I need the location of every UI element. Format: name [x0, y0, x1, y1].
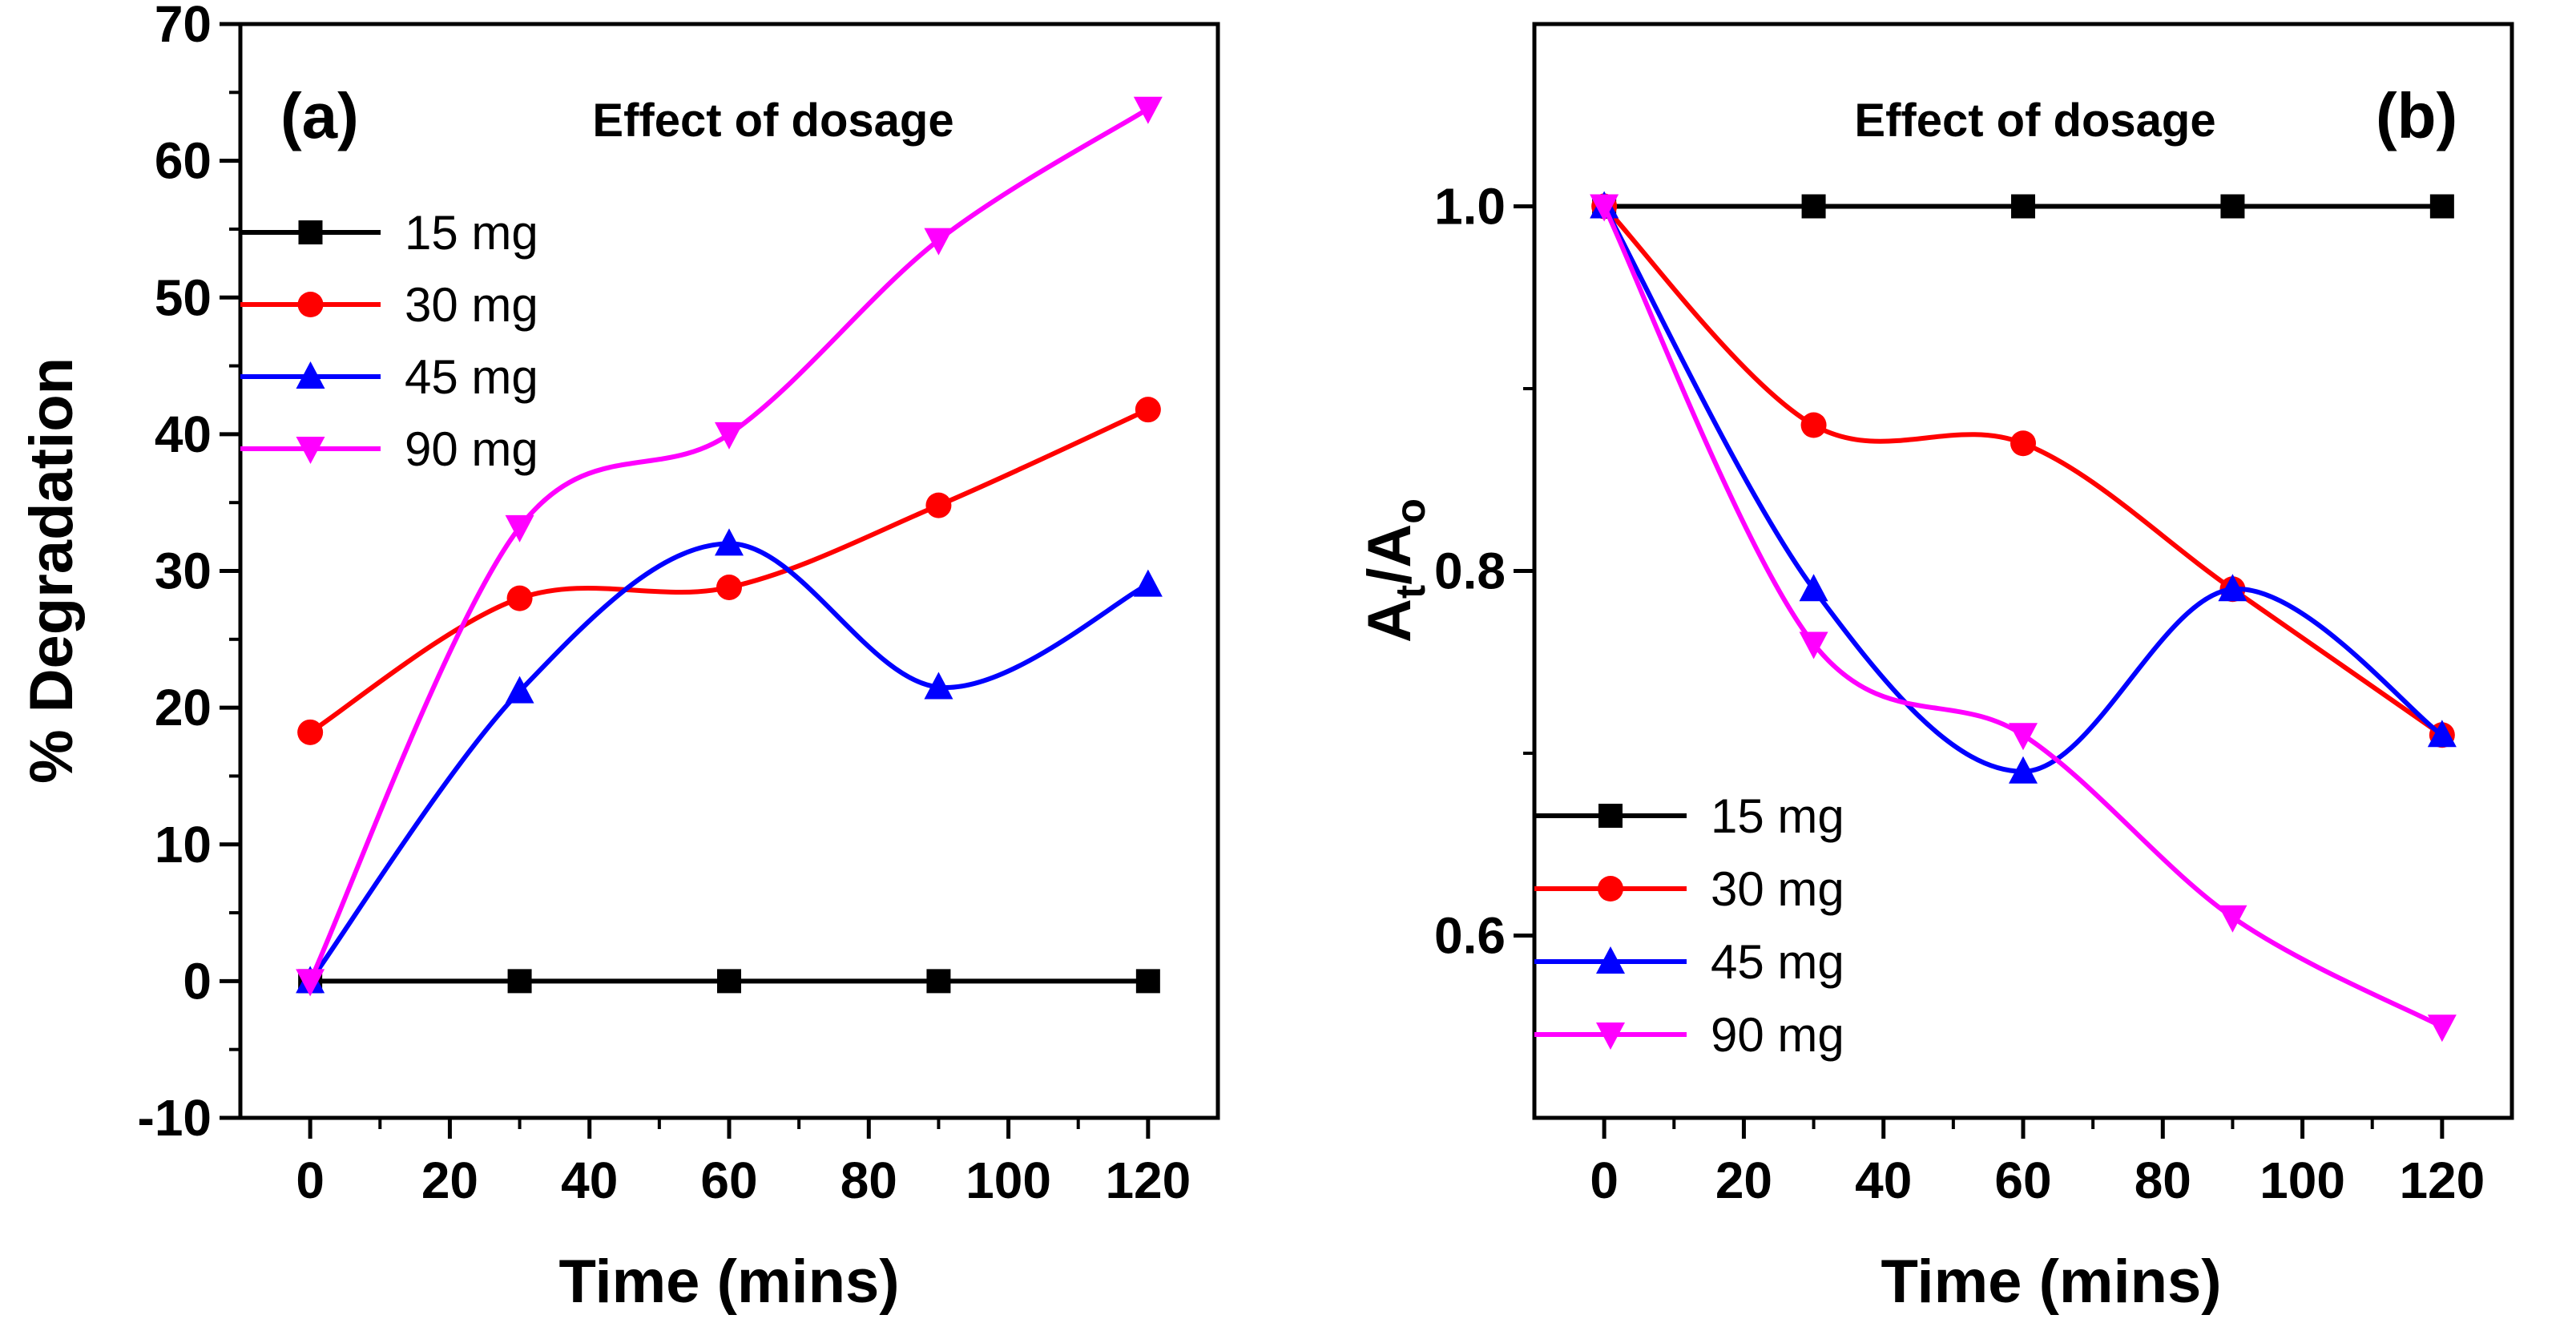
x-tick-label: 0: [1590, 1152, 1619, 1209]
data-point: [2218, 574, 2247, 602]
y-axis-title: At/Ao: [1356, 498, 1434, 643]
panel-b-chart: 0 20 40 60 80 100 120 0.6 0.8 1.0 15 mg 30 mg 45 mg 9…: [1356, 22, 2514, 1316]
x-tick-label: 20: [421, 1152, 478, 1209]
legend-marker: [296, 437, 325, 464]
data-point: [506, 585, 533, 611]
legend-marker: [1596, 1022, 1625, 1050]
data-point: [1801, 194, 1826, 219]
data-point: [1800, 412, 1827, 438]
y-axis-title-part: A: [1356, 599, 1424, 643]
data-point: [2429, 194, 2454, 219]
data-point: [925, 492, 952, 518]
series-line-30-mg: [1602, 204, 2444, 737]
series-line-90-mg: [1602, 205, 2444, 1029]
data-point: [2009, 756, 2038, 784]
legend-label: 30 mg: [405, 278, 538, 332]
y-tick-label: 30: [155, 542, 212, 600]
x-tick-label: 20: [1715, 1152, 1772, 1209]
x-tick-label: 120: [2399, 1152, 2485, 1209]
legend-label: 90 mg: [1711, 1008, 1844, 1062]
plot-frame: [1532, 22, 2514, 1120]
chart-title: Effect of dosage: [1854, 95, 2215, 147]
data-point: [924, 228, 953, 256]
legend-label: 15 mg: [405, 206, 538, 260]
data-point: [1133, 569, 1163, 597]
panel-a-chart: 0 20 40 60 80 100 120 -10 0 10 20 30 40 50 60 70 15 mg 30…: [18, 0, 1220, 1316]
data-point: [507, 969, 532, 994]
x-tick-label: 100: [965, 1152, 1051, 1209]
y-tick-label: 1.0: [1434, 178, 1506, 236]
x-tick-label: 0: [296, 1152, 325, 1209]
legend-label: 90 mg: [405, 422, 538, 476]
y-tick-label: 0.8: [1434, 542, 1506, 600]
data-point: [2220, 194, 2245, 219]
data-point: [2427, 1014, 2457, 1043]
data-point: [297, 719, 324, 745]
legend-label: 30 mg: [1711, 862, 1844, 916]
y-tick-label: -10: [138, 1089, 212, 1147]
y-tick-label: 0.6: [1434, 907, 1506, 965]
series-line-45-mg: [308, 541, 1150, 983]
y-tick-label: 50: [155, 268, 212, 326]
plot-frame: [238, 22, 1220, 1120]
panel-label: (a): [280, 80, 359, 151]
data-point: [1133, 96, 1163, 124]
y-axis-title-part: /A: [1356, 524, 1424, 585]
y-tick-label: 20: [155, 679, 212, 736]
legend-marker: [1598, 876, 1623, 901]
data-point: [926, 969, 951, 994]
data-point: [1135, 397, 1161, 423]
panel-label: (b): [2376, 80, 2457, 151]
legend-marker: [298, 220, 323, 244]
series-line-90-mg: [308, 107, 1150, 982]
data-point: [715, 421, 744, 450]
legend-label: 45 mg: [1711, 935, 1844, 989]
y-tick-label: 0: [183, 952, 212, 1010]
legend-marker: [296, 361, 325, 389]
y-axis-title: % Degradation: [18, 357, 86, 784]
data-point: [2011, 194, 2035, 219]
data-point: [717, 969, 741, 994]
x-tick-label: 100: [2260, 1152, 2345, 1209]
y-tick-label: 70: [155, 0, 212, 53]
y-axis-title-part: t: [1388, 585, 1434, 599]
legend-marker: [1598, 804, 1623, 828]
data-point: [1799, 574, 1828, 602]
legend-marker: [297, 292, 324, 317]
data-point: [505, 514, 534, 542]
data-point: [2009, 723, 2038, 751]
data-point: [715, 528, 744, 556]
data-point: [2218, 905, 2247, 933]
x-tick-label: 60: [700, 1152, 757, 1209]
x-tick-label: 120: [1105, 1152, 1191, 1209]
data-point: [924, 672, 953, 700]
x-axis-title: Time (mins): [1881, 1248, 2221, 1316]
data-point: [1590, 194, 1619, 222]
x-tick-label: 60: [1994, 1152, 2051, 1209]
x-axis-title: Time (mins): [558, 1248, 899, 1316]
chart-title: Effect of dosage: [592, 95, 953, 147]
data-point: [1799, 631, 1828, 659]
legend-marker: [1596, 946, 1625, 974]
x-tick-label: 40: [561, 1152, 618, 1209]
y-axis-title-part: o: [1388, 498, 1434, 524]
x-tick-label: 40: [1855, 1152, 1912, 1209]
x-tick-label: 80: [2135, 1152, 2191, 1209]
legend-label: 45 mg: [405, 350, 538, 404]
data-point: [296, 969, 325, 997]
data-point: [1135, 969, 1160, 994]
y-tick-label: 40: [155, 405, 212, 463]
legend-label: 15 mg: [1711, 789, 1844, 843]
data-point: [2010, 430, 2036, 457]
data-point: [505, 676, 534, 704]
x-tick-label: 80: [841, 1152, 897, 1209]
y-tick-label: 60: [155, 132, 212, 190]
series-line-45-mg: [1602, 205, 2444, 774]
data-point: [716, 574, 742, 600]
y-tick-label: 10: [155, 816, 212, 873]
data-point: [2427, 720, 2457, 748]
